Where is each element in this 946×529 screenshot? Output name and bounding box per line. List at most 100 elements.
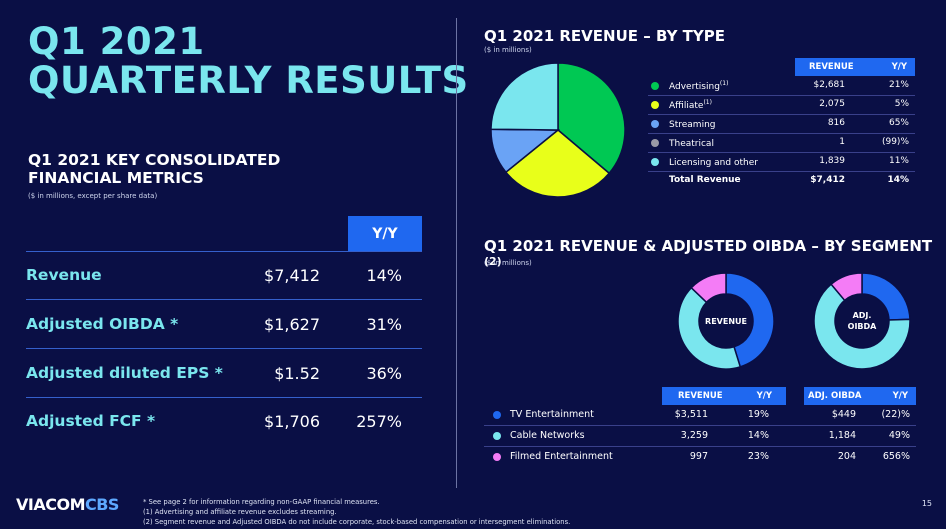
- row-divider: [648, 133, 915, 134]
- segment-revenue: 997: [689, 451, 708, 462]
- segment-row: TV Entertainment $3,511 19% $449 (22)%: [484, 405, 916, 425]
- seg-col-yy: Y/Y: [756, 391, 772, 401]
- footnote-1: (1) Advertising and affiliate revenue ex…: [143, 508, 337, 516]
- segment-oibda-yy: 49%: [888, 430, 910, 441]
- segment-row: Cable Networks 3,259 14% 1,184 49%: [484, 426, 916, 446]
- page-title-line1: Q1 2021: [28, 20, 205, 63]
- type-name: Theatrical: [669, 137, 714, 149]
- type-yy: 5%: [894, 99, 909, 109]
- metric-yy: 36%: [366, 364, 402, 383]
- revenue-donut-label: REVENUE: [705, 317, 747, 326]
- metrics-divider: [26, 251, 422, 252]
- page-title-line2: QUARTERLY RESULTS: [28, 59, 469, 102]
- page-title: Q1 2021 QUARTERLY RESULTS: [28, 22, 469, 100]
- metric-label: Revenue: [26, 266, 102, 284]
- type-value: 816: [827, 118, 845, 128]
- metrics-subtitle: ($ in millions, except per share data): [28, 192, 158, 200]
- logo-part-b: CBS: [84, 495, 119, 514]
- metric-label: Adjusted OIBDA *: [26, 315, 179, 333]
- rev-tv-entertainment-slice: [725, 272, 775, 368]
- metrics-row-revenue: Revenue $7,412 14%: [26, 256, 422, 296]
- oibda-filmed-entertainment-slice: [830, 272, 863, 302]
- type-yy: 11%: [888, 156, 909, 166]
- legend-dot: [493, 411, 501, 419]
- metrics-heading-line1: Q1 2021 KEY CONSOLIDATED: [28, 151, 281, 169]
- legend-dot: [493, 432, 501, 440]
- revenue-donut: [677, 272, 775, 370]
- metrics-divider: [26, 299, 422, 300]
- segment-revenue-header: REVENUE Y/Y: [662, 387, 786, 405]
- segment-row: Filmed Entertainment 997 23% 204 656%: [484, 447, 916, 467]
- footnote-2: (2) Segment revenue and Adjusted OIBDA d…: [143, 518, 571, 526]
- row-divider: [648, 114, 915, 115]
- viacomcbs-logo: VIACOMCBS: [16, 495, 119, 514]
- type-value: 1: [839, 137, 845, 147]
- row-divider: [484, 446, 916, 447]
- metric-value: $7,412: [264, 266, 320, 285]
- metrics-heading: Q1 2021 KEY CONSOLIDATED FINANCIAL METRI…: [28, 151, 280, 187]
- revenue-type-row: Licensing and other 1,839 11%: [648, 153, 915, 171]
- segment-name: Filmed Entertainment: [510, 451, 613, 462]
- segment-oibda: $449: [831, 409, 856, 420]
- total-value: $7,412: [810, 175, 845, 185]
- col-yy-header: Y/Y: [891, 62, 907, 72]
- revenue-type-pie: [490, 62, 626, 198]
- type-yy: 65%: [888, 118, 909, 128]
- revenue-type-row: Theatrical 1 (99)%: [648, 134, 915, 152]
- segment-revenue-yy: 23%: [747, 451, 769, 462]
- type-name-text: Affiliate: [669, 101, 704, 111]
- revenue-type-row: Advertising(1) $2,681 21%: [648, 77, 915, 95]
- rev-filmed-entertainment-slice: [690, 272, 727, 304]
- legend-dot: [651, 139, 659, 147]
- metric-label: Adjusted diluted EPS *: [26, 364, 223, 382]
- metrics-row-fcf: Adjusted FCF * $1,706 257%: [26, 402, 422, 442]
- rev-cable-networks-slice: [677, 286, 742, 370]
- segment-heading-text: Q1 2021 REVENUE & ADJUSTED OIBDA – BY SE…: [484, 237, 933, 255]
- type-yy: (99)%: [881, 137, 909, 147]
- type-value: 2,075: [819, 99, 845, 109]
- type-value: $2,681: [813, 80, 846, 90]
- metric-yy: 14%: [366, 266, 402, 285]
- oibda-donut-label-line1: ADJ.: [852, 311, 872, 320]
- oibda-cable-networks-slice: [813, 283, 911, 370]
- metric-yy: 31%: [366, 315, 402, 334]
- segment-oibda: 1,184: [828, 430, 856, 441]
- type-name-text: Licensing and other: [669, 158, 758, 168]
- logo-part-a: VIACOM: [16, 495, 85, 514]
- metrics-row-oibda: Adjusted OIBDA * $1,627 31%: [26, 305, 422, 345]
- segment-heading-footnote: (2): [484, 255, 502, 268]
- row-divider: [648, 171, 915, 172]
- type-name-footnote: (1): [719, 80, 729, 87]
- licensing-and-other-slice: [490, 62, 559, 131]
- total-yy: 14%: [887, 175, 909, 185]
- segment-revenue-yy: 14%: [747, 430, 769, 441]
- metric-value: $1,627: [264, 315, 320, 334]
- metric-value: $1.52: [274, 364, 320, 383]
- row-divider: [648, 152, 915, 153]
- oibda-donut-label: ADJ. OIBDA: [832, 310, 892, 332]
- segment-revenue: 3,259: [680, 430, 708, 441]
- seg-col-oibda: ADJ. OIBDA: [808, 391, 862, 401]
- segment-heading: Q1 2021 REVENUE & ADJUSTED OIBDA – BY SE…: [484, 237, 946, 275]
- page-number: 15: [921, 499, 932, 508]
- metrics-row-eps: Adjusted diluted EPS * $1.52 36%: [26, 354, 422, 394]
- metrics-divider: [26, 348, 422, 349]
- type-name: Advertising(1): [669, 80, 728, 92]
- type-value: 1,839: [819, 156, 845, 166]
- metric-label: Adjusted FCF *: [26, 412, 156, 430]
- seg-col-yy2: Y/Y: [892, 391, 908, 401]
- oibda-donut: [813, 272, 911, 370]
- column-divider: [456, 18, 457, 488]
- type-name: Licensing and other: [669, 156, 758, 168]
- legend-dot: [651, 82, 659, 90]
- revenue-type-row: Affiliate(1) 2,075 5%: [648, 96, 915, 114]
- revenue-type-heading: Q1 2021 REVENUE – BY TYPE: [484, 27, 725, 45]
- type-name: Affiliate(1): [669, 99, 712, 111]
- advertising-slice: [557, 62, 626, 175]
- col-revenue-header: REVENUE: [809, 62, 854, 72]
- segment-revenue-yy: 19%: [747, 409, 769, 420]
- revenue-type-subtitle: ($ in millions): [484, 46, 532, 54]
- total-label: Total Revenue: [669, 175, 741, 185]
- metrics-divider: [26, 397, 422, 398]
- metric-value: $1,706: [264, 412, 320, 431]
